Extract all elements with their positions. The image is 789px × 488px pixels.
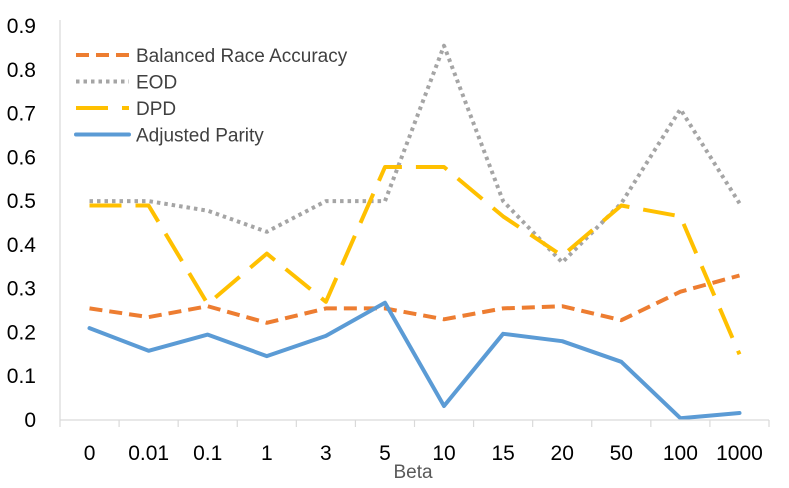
x-tick-label: 50 bbox=[610, 442, 633, 465]
x-tick-label: 5 bbox=[379, 442, 391, 465]
x-tick-label: 10 bbox=[432, 442, 455, 465]
x-tick-label: 3 bbox=[320, 442, 332, 465]
x-tick-label: 20 bbox=[551, 442, 574, 465]
x-tick-label: 0.1 bbox=[193, 442, 222, 465]
y-tick-label: 0.3 bbox=[7, 278, 36, 301]
axes bbox=[59, 20, 770, 427]
x-tick-label: 0.01 bbox=[128, 442, 169, 465]
series-line-eod bbox=[89, 43, 742, 265]
legend-label: Adjusted Parity bbox=[136, 126, 264, 147]
x-tick-label: 100 bbox=[663, 442, 698, 465]
y-tick-label: 0.1 bbox=[7, 365, 36, 388]
y-tick-label: 0.6 bbox=[7, 146, 36, 169]
series-line-adjusted-parity bbox=[87, 300, 742, 421]
y-tick-label: 0.7 bbox=[7, 103, 36, 126]
series-line-balanced-race-accuracy bbox=[89, 273, 741, 325]
legend-label: Balanced Race Accuracy bbox=[136, 46, 348, 67]
y-tick-label: 0.2 bbox=[7, 321, 36, 344]
series-line-dpd bbox=[89, 165, 742, 356]
y-tick-label: 0 bbox=[24, 409, 36, 432]
y-tick-label: 0.4 bbox=[7, 234, 37, 257]
y-tick-labels: 0 0.1 0.2 0.3 0.4 0.5 0.6 0.7 0.8 0.9 bbox=[7, 15, 37, 432]
plot-lines bbox=[87, 43, 742, 421]
legend: Balanced Race Accuracy EOD DPD Adjusted Par… bbox=[74, 46, 348, 147]
y-tick-label: 0.9 bbox=[7, 15, 36, 38]
x-tick-label: 0 bbox=[84, 442, 96, 465]
x-tick-label: 1 bbox=[261, 442, 273, 465]
legend-label: EOD bbox=[136, 73, 177, 94]
y-tick-label: 0.8 bbox=[7, 59, 36, 82]
x-tick-label: 15 bbox=[491, 442, 514, 465]
y-tick-label: 0.5 bbox=[7, 190, 36, 213]
x-axis-title: Beta bbox=[393, 462, 433, 483]
x-tick-labels: 0 0.01 0.1 1 3 5 10 15 20 50 100 1000 bbox=[84, 442, 763, 465]
x-tick-label: 1000 bbox=[716, 442, 763, 465]
legend-label: DPD bbox=[136, 99, 176, 120]
